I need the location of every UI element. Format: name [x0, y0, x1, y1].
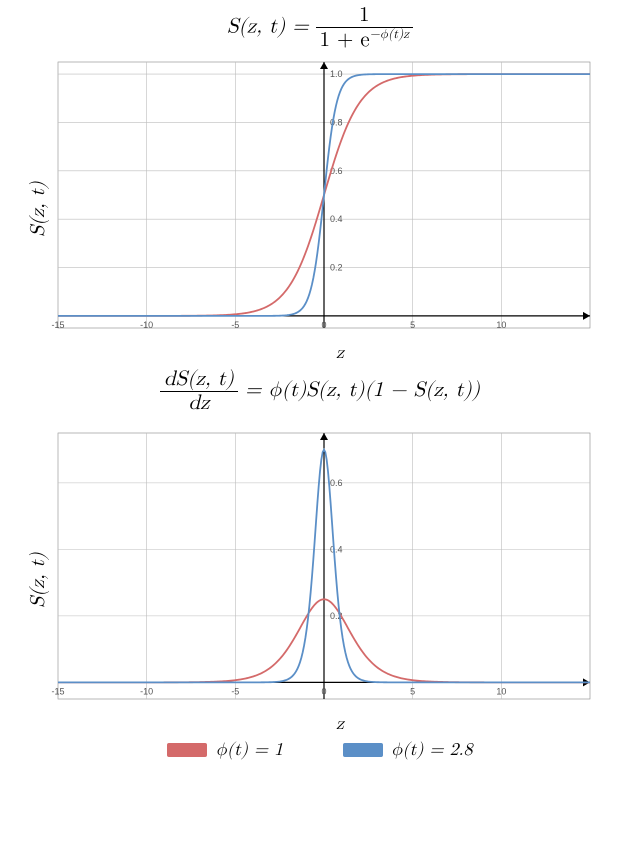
- legend: ϕ(t) = 1 ϕ(t) = 2.8: [0, 739, 640, 761]
- chart-derivative: S(z, t) -15-10-505100.20.40.6 z: [40, 425, 640, 735]
- chart2-ylabel: S(z, t): [26, 553, 50, 609]
- svg-text:0.6: 0.6: [330, 478, 343, 488]
- svg-text:-10: -10: [140, 687, 153, 697]
- svg-text:0.2: 0.2: [330, 263, 343, 273]
- svg-text:0.4: 0.4: [330, 214, 343, 224]
- svg-text:1.0: 1.0: [330, 69, 343, 79]
- svg-text:-15: -15: [51, 687, 64, 697]
- svg-text:-15: -15: [51, 320, 64, 330]
- formula2-num: dS(z, t): [160, 368, 238, 391]
- chart2-svg: -15-10-505100.20.40.6: [40, 425, 600, 715]
- legend-swatch-phi28: [343, 743, 383, 757]
- chart1-svg: -15-10-505100.20.40.60.81.0: [40, 54, 600, 344]
- legend-swatch-phi1: [167, 743, 207, 757]
- formula2-rhs: = ϕ(t)S(z, t)(1 − S(z, t)): [245, 380, 480, 401]
- svg-text:-10: -10: [140, 320, 153, 330]
- formula-lhs: S(z, t) =: [227, 17, 316, 38]
- chart-sigmoid: S(z, t) -15-10-505100.20.40.60.81.0 z: [40, 54, 640, 364]
- formula-den-exp: −ϕ(t)z: [370, 28, 409, 41]
- svg-text:10: 10: [496, 320, 506, 330]
- formula-den-pre: 1 + e: [320, 30, 370, 51]
- page: S(z, t) = 1 1 + e−ϕ(t)z S(z, t) -15 -10 -5…: [0, 4, 640, 860]
- formula-derivative: dS(z, t) dz = ϕ(t)S(z, t)(1 − S(z, t)): [0, 368, 640, 415]
- legend-label-phi28: ϕ(t) = 2.8: [391, 739, 473, 761]
- chart1-xlabel: z: [40, 342, 640, 364]
- svg-text:5: 5: [410, 687, 415, 697]
- svg-text:10: 10: [496, 687, 506, 697]
- svg-text:0: 0: [321, 320, 326, 330]
- legend-item-phi1: ϕ(t) = 1: [167, 739, 283, 761]
- legend-item-phi28: ϕ(t) = 2.8: [343, 739, 473, 761]
- chart2-xlabel: z: [40, 713, 640, 735]
- svg-text:0.4: 0.4: [330, 545, 343, 555]
- svg-text:5: 5: [410, 320, 415, 330]
- formula-sigmoid: S(z, t) = 1 1 + e−ϕ(t)z: [0, 4, 640, 52]
- svg-text:-5: -5: [231, 320, 239, 330]
- svg-text:0: 0: [321, 687, 326, 697]
- svg-text:-5: -5: [231, 687, 239, 697]
- chart1-ylabel: S(z, t): [26, 181, 50, 237]
- legend-label-phi1: ϕ(t) = 1: [215, 739, 283, 761]
- formula2-den: dz: [160, 391, 238, 415]
- formula-num: 1: [316, 4, 414, 27]
